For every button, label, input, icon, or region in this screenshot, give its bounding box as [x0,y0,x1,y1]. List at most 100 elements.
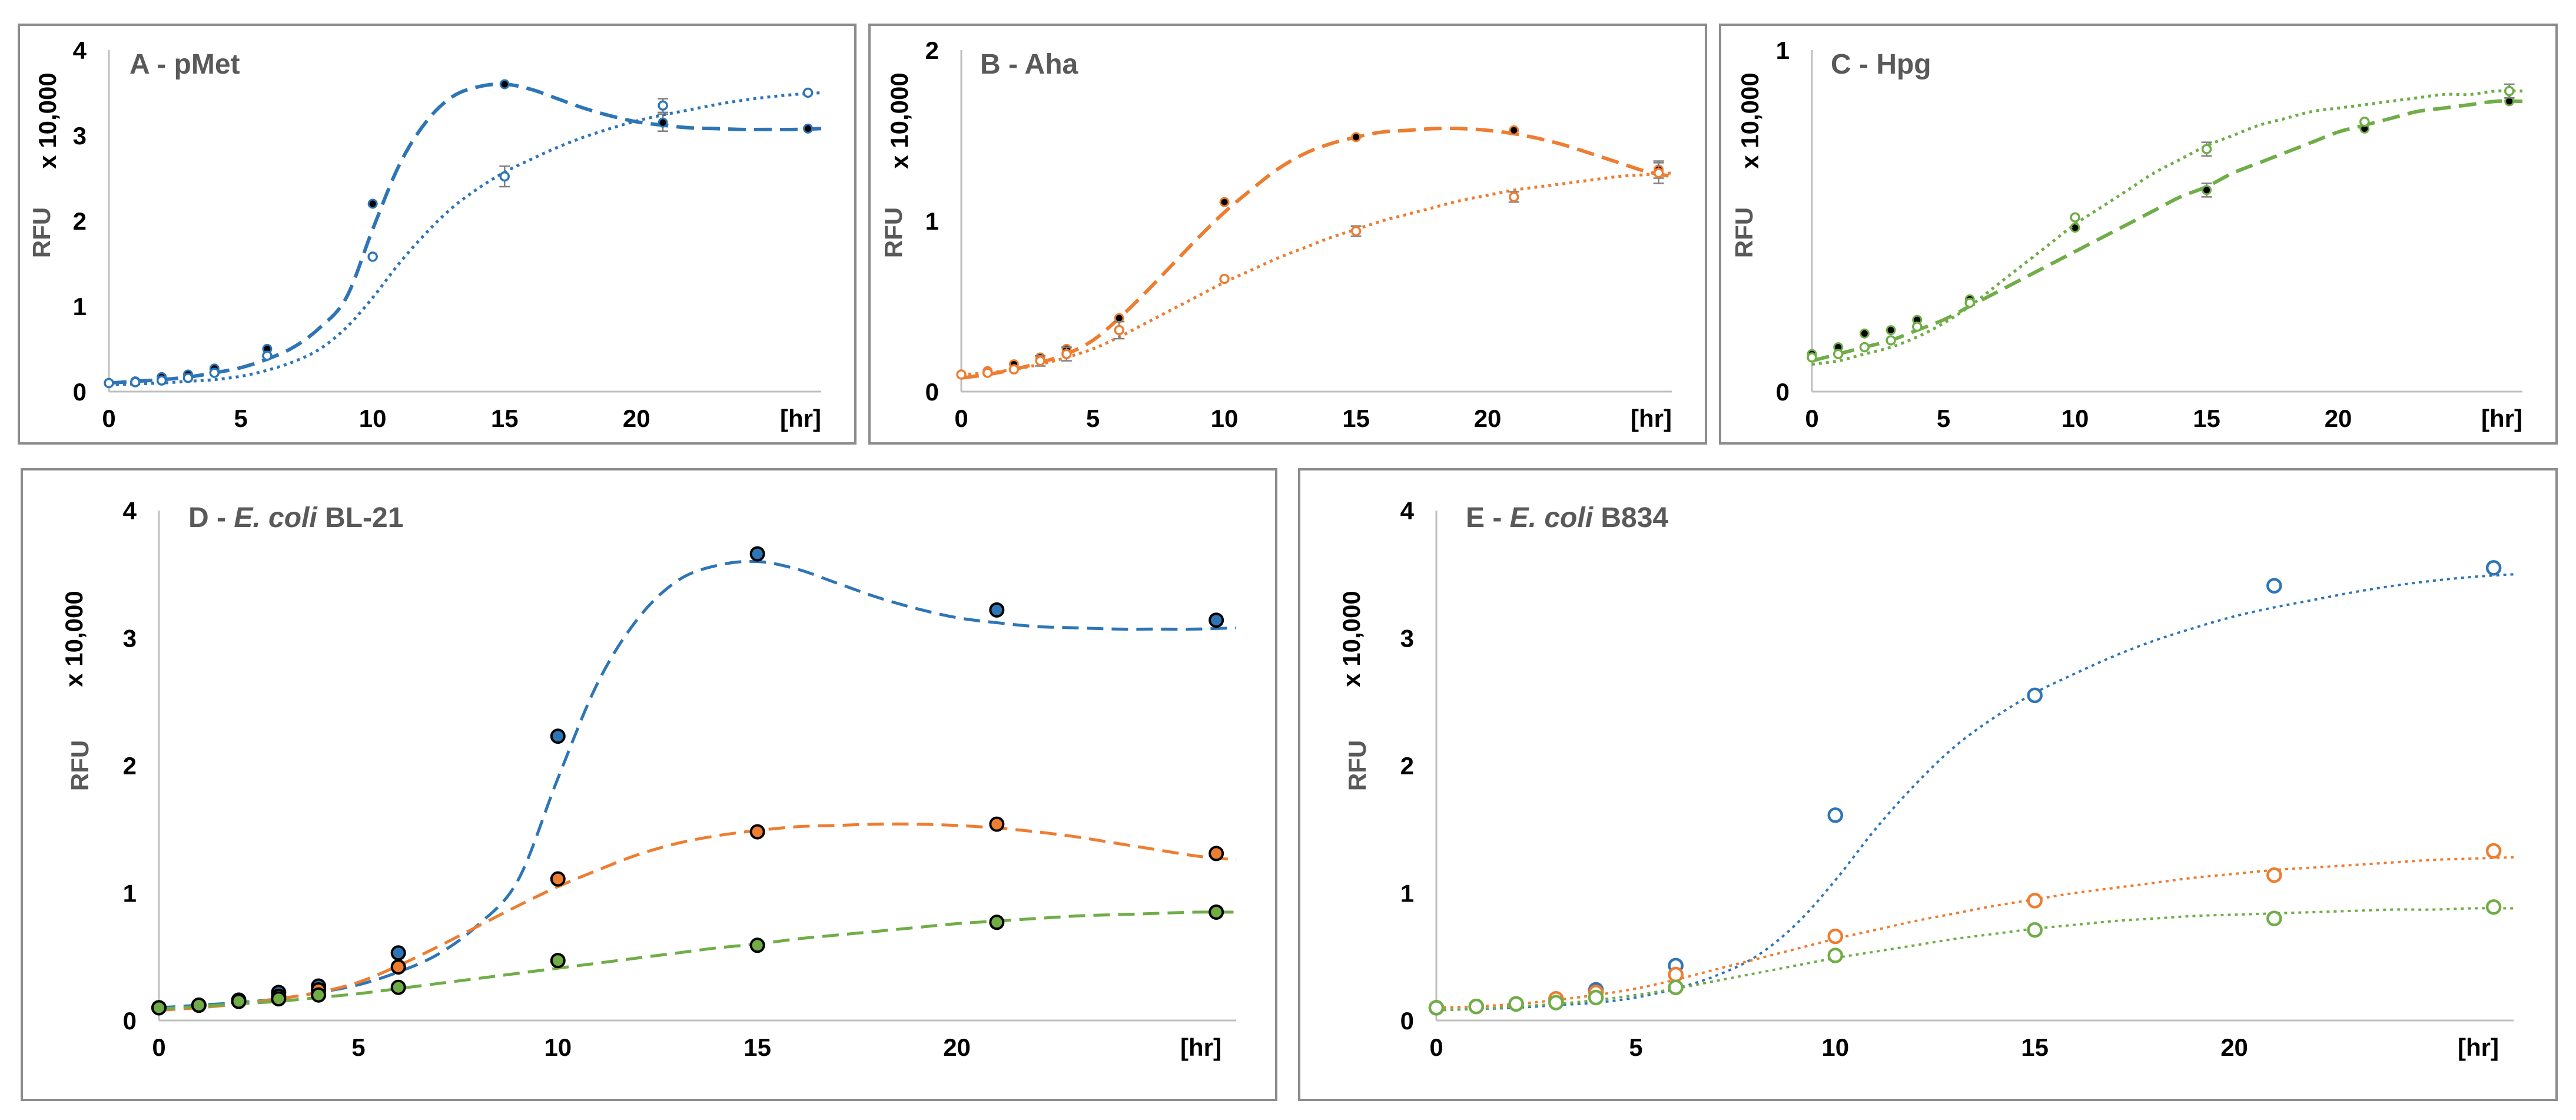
chart-b-point [1509,125,1519,135]
chart-d-point [191,998,207,1013]
chart-a-x-tick: 10 [359,405,387,432]
chart-d-point [1209,612,1224,628]
chart-a-y-unit: x 10,000 [34,72,61,169]
chart-d-point [749,937,765,953]
chart-b-x-unit: [hr] [1631,405,1672,432]
chart-a-x-tick: 20 [623,405,650,432]
chart-b-y-tick: 2 [925,37,939,64]
chart-c-point [2504,85,2515,97]
chart-c-point [1807,352,1817,363]
chart-b-point [1035,356,1045,366]
chart-c-point [2201,144,2212,154]
chart-b-title: B - Aha [980,49,1078,80]
chart-c-x-tick: 15 [2193,405,2220,432]
chart-a-point [104,377,114,389]
chart-a-x-unit: [hr] [780,405,821,432]
chart-e-y-tick: 4 [1400,497,1415,525]
chart-c-point [2359,117,2370,127]
chart-e-title-part: E. coli [1510,502,1594,534]
chart-e-point [2027,922,2043,938]
chart-e-point [2485,843,2502,859]
chart-a-point [209,367,220,378]
chart-c-fit-line-1 [1811,89,2523,366]
chart-d-point [749,546,765,562]
chart-b-x-tick: 0 [954,405,968,432]
chart-d-point [390,945,406,961]
chart-e-point [1468,998,1485,1015]
chart-e-point [1668,966,1684,983]
chart-a-x-tick: 0 [102,405,115,432]
chart-c-series-1 [1807,83,2523,366]
chart-e-point [1827,947,1844,963]
chart-e-series-2 [1428,899,2514,1016]
chart-d-x-tick: 10 [544,1033,572,1061]
chart-e-title-part: E - [1466,502,1510,534]
chart-d-point [311,987,327,1003]
chart-a-point [156,375,167,386]
chart-a-title-part: A - pMet [130,49,240,80]
chart-b-x-tick: 20 [1474,405,1502,432]
chart-c-y-unit: x 10,000 [1736,72,1764,169]
chart-a-point [182,373,194,383]
chart-a-point [130,377,141,387]
chart-e-point [2027,893,2043,909]
chart-e-y-tick: 1 [1400,880,1414,907]
chart-e-title-part: B834 [1593,502,1668,534]
chart-d-point [989,914,1005,930]
chart-d-point [550,871,566,887]
chart-c-point [1859,342,1870,353]
chart-e-x-tick: 15 [2021,1033,2049,1061]
chart-e-point [1827,928,1844,945]
chart-b-point [1351,132,1362,143]
chart-c-point [1859,328,1870,339]
chart-e-x-tick: 0 [1429,1033,1443,1061]
chart-b-point [1350,226,1362,237]
chart-b-series-1 [956,162,1672,380]
chart-d-title-part: D - [188,502,234,534]
chart-e-point [1428,1000,1445,1016]
chart-e-series-0 [1428,560,2514,1016]
chart-e-point [2485,560,2502,576]
chart-c-y-label: RFU [1730,207,1758,258]
chart-a-fit-line-0 [108,82,822,385]
chart-d-x-tick: 20 [943,1033,971,1061]
chart-b-x-tick: 5 [1086,405,1100,432]
chart-d-fit-line-2 [158,910,1237,1010]
chart-e-point [1508,996,1524,1012]
chart-d-x-tick: 5 [351,1033,365,1061]
chart-d-fit-line-1 [158,822,1237,1012]
chart-a-point [658,100,668,111]
chart-c-x-tick: 20 [2325,405,2352,432]
chart-d-x-tick: 15 [743,1033,771,1061]
chart-a-y-tick: 0 [73,378,87,406]
chart-a-y-tick: 2 [73,207,87,235]
chart-a-point [803,123,814,134]
chart-e: 0 5 10 15 20 [hr] 0 1 2 3 4 x 10,000 RFU E - E. coli … [1337,497,2514,1061]
chart-e-point [1827,807,1844,823]
chart-d-title: D - E. coli BL-21 [188,502,403,534]
chart-b-fit-line-1 [961,171,1672,376]
chart-e-x-tick: 5 [1629,1033,1642,1061]
chart-b-point [1114,324,1124,336]
chart-a-point [367,198,378,209]
chart-c-x-tick: 10 [2062,405,2089,432]
chart-a-point [802,87,814,98]
chart-a-point [658,117,668,128]
chart-c-series-0 [1807,96,2523,363]
chart-d-point [1209,904,1224,920]
chart-b-x-tick: 15 [1342,405,1370,432]
panel-d [21,468,1277,1101]
chart-d-y-tick: 4 [123,497,137,525]
chart-b-point [1061,349,1072,359]
chart-e-y-tick: 2 [1400,752,1414,780]
chart-b-point [982,367,993,378]
chart-e-point [2485,899,2502,915]
chart-d-point [550,953,566,969]
chart-d-y-tick: 1 [123,880,137,907]
chart-d-x-tick: 0 [152,1033,165,1061]
chart-a-point [367,251,378,262]
chart-e-y-tick: 3 [1400,625,1414,652]
chart-d: 0 5 10 15 20 [hr] 0 1 2 3 4 x 10,000 RFU D - E. coli … [60,497,1237,1061]
chart-a-x-tick: 5 [234,405,247,432]
